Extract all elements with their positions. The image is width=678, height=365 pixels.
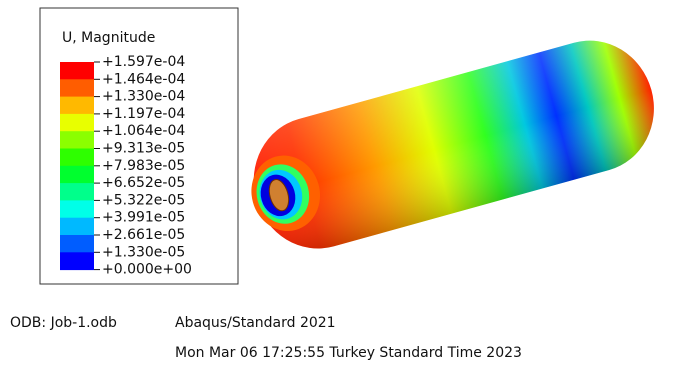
- legend-label: +1.597e-04: [102, 54, 185, 70]
- color-band: [60, 149, 94, 167]
- color-band: [60, 79, 94, 97]
- odb-name: ODB: Job-1.odb: [10, 315, 117, 331]
- legend-label: +6.652e-05: [102, 175, 185, 191]
- legend-label: +3.991e-05: [102, 210, 185, 226]
- color-band: [60, 183, 94, 201]
- color-band: [60, 252, 94, 270]
- viewport: U, Magnitude +1.597e-04+1.464e-04 +1.330e…: [0, 0, 678, 365]
- legend-label: +7.983e-05: [102, 158, 185, 174]
- color-band: [60, 218, 94, 236]
- legend-label: +9.313e-05: [102, 141, 185, 157]
- legend-label: +1.464e-04: [102, 71, 185, 87]
- color-band: [60, 97, 94, 115]
- color-band: [60, 114, 94, 132]
- cylinder-model: [235, 26, 669, 264]
- solver-version: Abaqus/Standard 2021: [175, 315, 336, 331]
- cylinder-shading: [239, 26, 669, 263]
- color-band: [60, 166, 94, 184]
- legend-label: +5.322e-05: [102, 192, 185, 208]
- legend-label: +2.661e-05: [102, 227, 185, 243]
- legend-title: U, Magnitude: [62, 30, 155, 46]
- color-band: [60, 200, 94, 218]
- legend-label: +1.197e-04: [102, 106, 185, 122]
- timestamp: Mon Mar 06 17:25:55 Turkey Standard Time…: [175, 345, 522, 361]
- legend-label: +1.330e-05: [102, 244, 185, 260]
- color-band: [60, 62, 94, 80]
- color-band: [60, 131, 94, 149]
- legend-label: +1.330e-04: [102, 89, 185, 105]
- legend-label: +1.064e-04: [102, 123, 185, 139]
- legend-label: +0.000e+00: [102, 262, 192, 278]
- color-band: [60, 235, 94, 253]
